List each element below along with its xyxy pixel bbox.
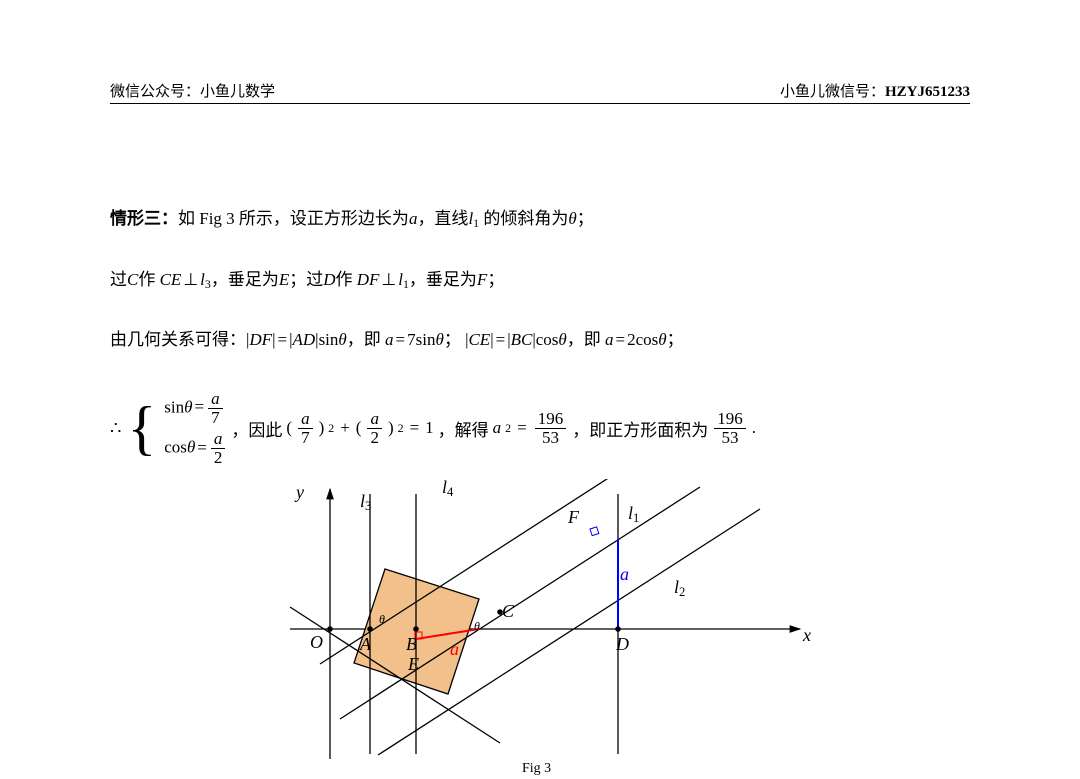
paragraph-3: 由几何关系可得：|DF|=|AD|sinθ，即 a=7sinθ； |CE|=|B… — [110, 325, 970, 356]
equation-final: ∴ { sinθ=a7 cosθ=a2 ，因此 (a7)2 + (a2)2 =1… — [110, 386, 970, 471]
header-left: 微信公众号：小鱼儿数学 — [110, 80, 275, 101]
header-right: 小鱼儿微信号：HZYJ651233 — [780, 80, 970, 101]
paragraph-1: 情形三：如 Fig 3 所示，设正方形边长为a，直线l1 的倾斜角为θ； — [110, 204, 970, 235]
figure-3: yxOABECDFl1l2l3l4aaθθFig 3 — [260, 479, 820, 779]
paragraph-2: 过C作 CE⊥l3，垂足为E；过D作 DF⊥l1，垂足为F； — [110, 265, 970, 296]
